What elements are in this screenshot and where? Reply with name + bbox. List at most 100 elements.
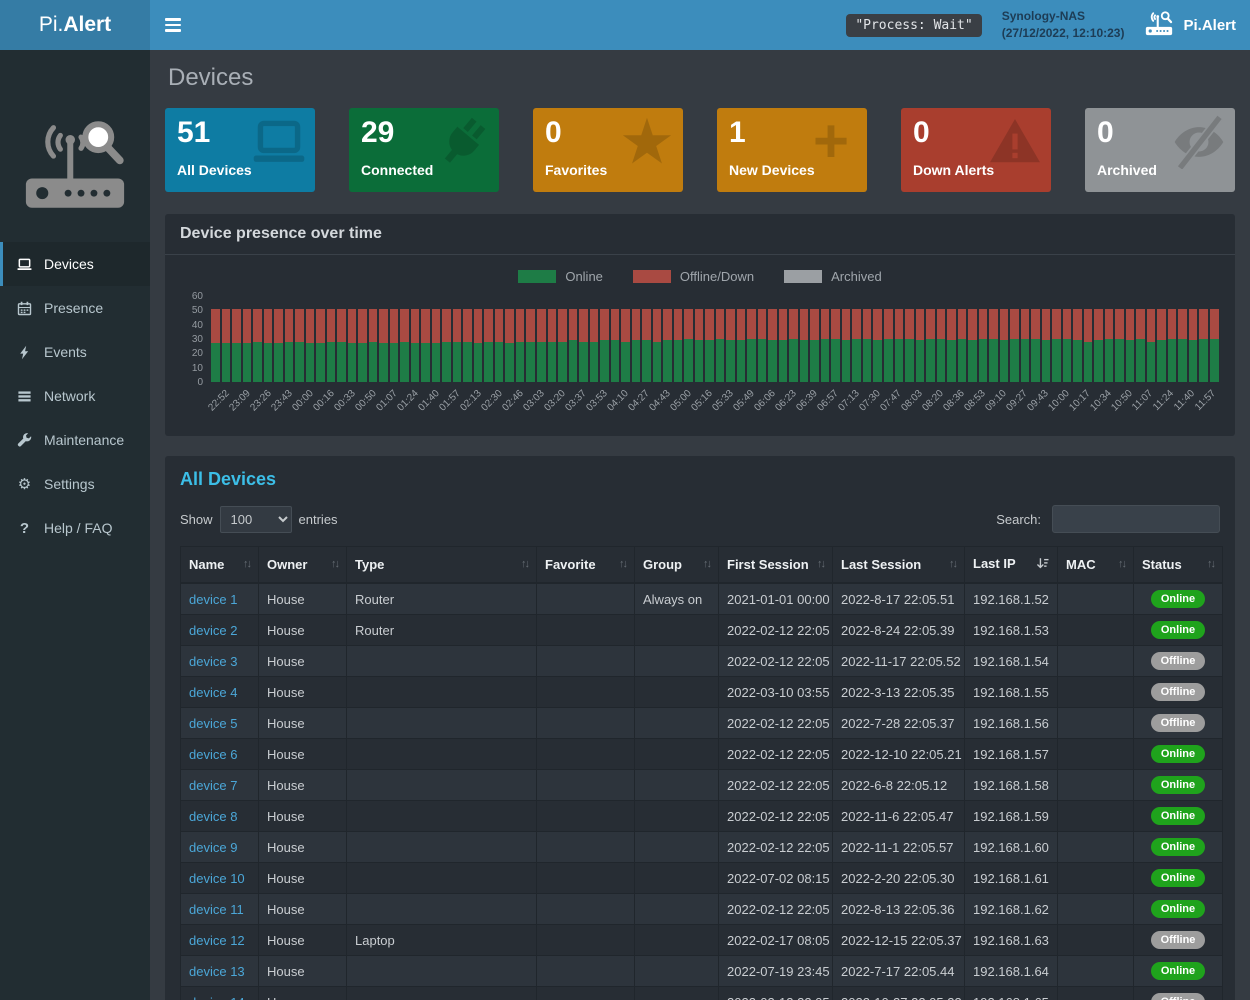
device-link[interactable]: device 11 (189, 901, 244, 917)
column-header-first-session[interactable]: First Session ↑↓ (718, 546, 833, 584)
star-icon: ★ (621, 110, 673, 173)
favorite-cell (536, 800, 635, 832)
table-row: device 2 House Router 2022-02-12 22:05 2022-… (180, 614, 1223, 646)
owner-cell: House (258, 769, 347, 801)
chart-bar (663, 308, 672, 382)
type-cell (346, 955, 537, 987)
column-header-status[interactable]: Status ↑↓ (1133, 546, 1223, 584)
column-header-favorite[interactable]: Favorite ↑↓ (536, 546, 635, 584)
last-session-cell: 2022-12-15 22:05.37 (832, 924, 965, 956)
type-cell (346, 831, 537, 863)
search-input[interactable] (1052, 505, 1220, 533)
sidebar-item-label: Network (44, 388, 96, 404)
column-header-name[interactable]: Name ↑↓ (180, 546, 259, 584)
device-link[interactable]: device 14 (189, 995, 245, 1000)
favorite-cell (536, 645, 635, 677)
chart-bar (789, 308, 798, 382)
device-link[interactable]: device 7 (189, 777, 238, 793)
sort-icon: ↑↓ (243, 558, 252, 570)
card-all-devices[interactable]: 51 All Devices (165, 108, 315, 192)
chart-bar (810, 308, 819, 382)
device-link[interactable]: device 13 (189, 963, 245, 979)
chart-bar (526, 308, 535, 382)
sidebar-item-label: Maintenance (44, 432, 125, 448)
column-header-group[interactable]: Group ↑↓ (634, 546, 719, 584)
device-link[interactable]: device 10 (189, 870, 245, 886)
favorite-cell (536, 738, 635, 770)
mac-cell (1057, 738, 1134, 770)
device-link[interactable]: device 4 (189, 684, 238, 700)
table-row: device 5 House 2022-02-12 22:05 2022-7-28 2… (180, 707, 1223, 739)
card-label: Down Alerts (913, 161, 995, 178)
mac-cell (1057, 955, 1134, 987)
hamburger-menu-icon[interactable] (150, 0, 196, 50)
sort-icon: ↑↓ (949, 558, 958, 570)
owner-cell: House (258, 862, 347, 894)
column-header-owner[interactable]: Owner ↑↓ (258, 546, 347, 584)
main-content: Devices 51 All Devices 29 Connected 0 Favorit… (150, 50, 1250, 1000)
column-header-mac[interactable]: MAC ↑↓ (1057, 546, 1134, 584)
group-cell (634, 893, 719, 925)
type-cell: Router (346, 614, 537, 646)
warning-icon (985, 112, 1045, 172)
column-header-last-ip[interactable]: Last IP (964, 546, 1058, 584)
first-session-cell: 2022-02-12 22:05 (718, 800, 833, 832)
x-axis-label: 22:52 (205, 388, 232, 414)
mac-cell (1057, 582, 1134, 615)
legend-label: Online (565, 269, 603, 284)
device-link[interactable]: device 8 (189, 808, 238, 824)
first-session-cell: 2022-02-12 22:05 (718, 614, 833, 646)
chart-bar (452, 308, 462, 382)
sidebar-item-presence[interactable]: Presence (0, 286, 150, 330)
first-session-cell: 2022-02-17 08:05 (718, 924, 833, 956)
app-logo[interactable]: Pi.Alert (0, 0, 150, 50)
device-link[interactable]: device 9 (189, 839, 238, 855)
card-value: 51 (177, 116, 211, 149)
card-archived[interactable]: 0 Archived (1085, 108, 1235, 192)
sidebar: Devices Presence Events Network Maintenance ⚙… (0, 50, 150, 1000)
device-link[interactable]: device 5 (189, 715, 238, 731)
card-new-devices[interactable]: 1 New Devices + (717, 108, 867, 192)
entries-select[interactable]: 100 (219, 505, 292, 533)
device-link[interactable]: device 1 (189, 591, 238, 607)
column-header-label: Owner (267, 557, 308, 572)
device-link[interactable]: device 3 (189, 653, 238, 669)
sidebar-item-settings[interactable]: ⚙ Settings (0, 462, 150, 506)
status-badge: Online (1151, 900, 1205, 918)
sidebar-item-events[interactable]: Events (0, 330, 150, 374)
card-value: 0 (545, 116, 562, 149)
column-header-last-session[interactable]: Last Session ↑↓ (832, 546, 965, 584)
chart-y-axis: 60 50 40 30 20 10 0 (191, 291, 203, 388)
device-link[interactable]: device 12 (189, 932, 245, 948)
chart-bar (947, 308, 956, 382)
list-icon (16, 389, 33, 404)
favorite-cell (536, 582, 635, 615)
group-cell (634, 800, 719, 832)
laptop-icon (16, 257, 33, 272)
navbar-brand[interactable]: Pi.Alert (1144, 10, 1236, 41)
plug-icon (433, 112, 493, 172)
group-cell (634, 645, 719, 677)
chart-bar (936, 308, 946, 382)
sidebar-item-help-faq[interactable]: ? Help / FAQ (0, 506, 150, 550)
sidebar-item-maintenance[interactable]: Maintenance (0, 418, 150, 462)
owner-cell: House (258, 955, 347, 987)
card-label: Connected (361, 161, 434, 178)
favorite-cell (536, 924, 635, 956)
entries-label: entries (298, 511, 338, 527)
card-down-alerts[interactable]: 0 Down Alerts (901, 108, 1051, 192)
last-session-cell: 2022-12-10 22:05.21 (832, 738, 965, 770)
type-cell (346, 800, 537, 832)
column-header-type[interactable]: Type ↑↓ (346, 546, 537, 584)
chart-bar (263, 308, 273, 382)
first-session-cell: 2022-02-12 22:05 (718, 707, 833, 739)
group-cell (634, 614, 719, 646)
device-link[interactable]: device 6 (189, 746, 238, 762)
card-favorites[interactable]: 0 Favorites ★ (533, 108, 683, 192)
sidebar-item-devices[interactable]: Devices (0, 242, 150, 286)
last-ip-cell: 192.168.1.59 (964, 800, 1058, 832)
chart-bar (1188, 308, 1198, 382)
device-link[interactable]: device 2 (189, 622, 238, 638)
sidebar-item-network[interactable]: Network (0, 374, 150, 418)
card-connected[interactable]: 29 Connected (349, 108, 499, 192)
